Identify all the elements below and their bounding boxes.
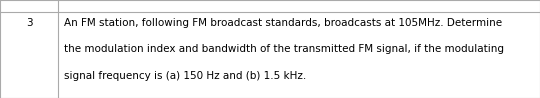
Text: An FM station, following FM broadcast standards, broadcasts at 105MHz. Determine: An FM station, following FM broadcast st…: [64, 18, 502, 28]
Text: signal frequency is (a) 150 Hz and (b) 1.5 kHz.: signal frequency is (a) 150 Hz and (b) 1…: [64, 71, 306, 81]
Text: 3: 3: [26, 18, 32, 28]
Text: the modulation index and bandwidth of the transmitted FM signal, if the modulati: the modulation index and bandwidth of th…: [64, 44, 504, 54]
